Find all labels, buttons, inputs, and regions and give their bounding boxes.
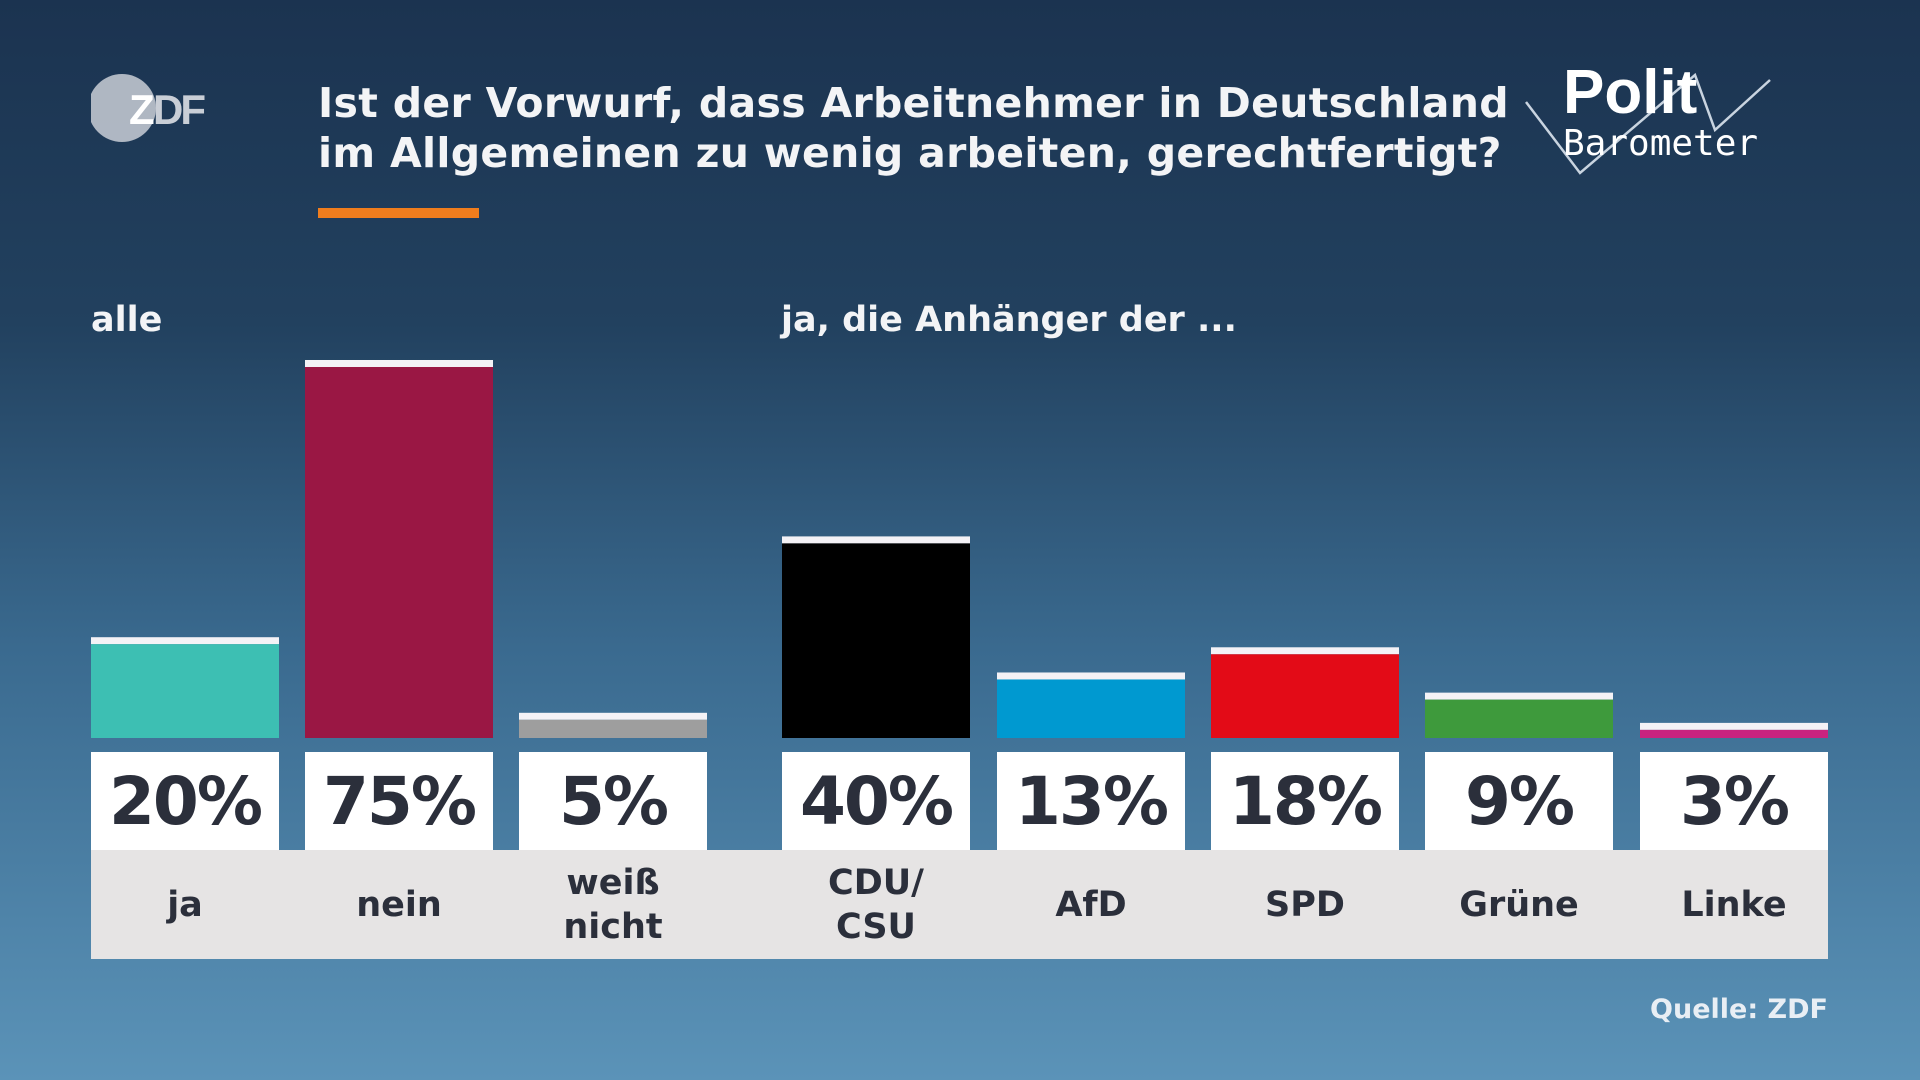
- bar: [1211, 654, 1399, 738]
- title-accent-bar: [318, 208, 479, 218]
- value-label: 13%: [997, 752, 1185, 850]
- group-label-all: alle: [91, 300, 163, 340]
- value-label: 3%: [1640, 752, 1828, 850]
- chart-title: Ist der Vorwurf, dass Arbeitnehmer in De…: [318, 78, 1509, 178]
- politbarometer-logo: Polit Barometer: [1520, 55, 1780, 185]
- bar-cap: [519, 712, 707, 720]
- bar-cap: [1211, 647, 1399, 655]
- source-note: Quelle: ZDF: [1650, 994, 1828, 1025]
- category-label-strip: [91, 850, 1828, 959]
- category-label: Grüne: [1459, 884, 1579, 925]
- category-label: Linke: [1681, 884, 1787, 925]
- bar: [1640, 729, 1828, 738]
- value-label: 40%: [782, 752, 970, 850]
- value-label: 20%: [91, 752, 279, 850]
- bar: [782, 543, 970, 738]
- category-label: nein: [356, 884, 442, 925]
- bar-cap: [997, 672, 1185, 680]
- bar-cap: [1425, 692, 1613, 700]
- value-label: 18%: [1211, 752, 1399, 850]
- bar: [997, 679, 1185, 738]
- bar-cap: [91, 637, 279, 645]
- value-label: 9%: [1425, 752, 1613, 850]
- bar-cap: [1640, 722, 1828, 730]
- bar: [519, 719, 707, 738]
- svg-text:Barometer: Barometer: [1563, 123, 1758, 164]
- bar: [305, 367, 493, 738]
- value-label: 5%: [519, 752, 707, 850]
- svg-text:DF: DF: [153, 86, 205, 133]
- zdf-logo: Z DF: [88, 74, 221, 144]
- title-line-2: im Allgemeinen zu wenig arbeiten, gerech…: [318, 129, 1502, 177]
- category-label: CDU/ CSU: [828, 862, 924, 947]
- bar-cap: [782, 536, 970, 544]
- bar: [1425, 699, 1613, 738]
- bar-cap: [305, 360, 493, 367]
- category-label: ja: [167, 884, 203, 925]
- group-label-parties: ja, die Anhänger der ...: [781, 300, 1237, 340]
- title-line-1: Ist der Vorwurf, dass Arbeitnehmer in De…: [318, 79, 1509, 127]
- bar: [91, 644, 279, 738]
- value-label: 75%: [305, 752, 493, 850]
- category-label: weiß nicht: [563, 862, 663, 947]
- svg-text:Polit: Polit: [1563, 58, 1697, 127]
- category-label: SPD: [1265, 884, 1345, 925]
- category-label: AfD: [1055, 884, 1127, 925]
